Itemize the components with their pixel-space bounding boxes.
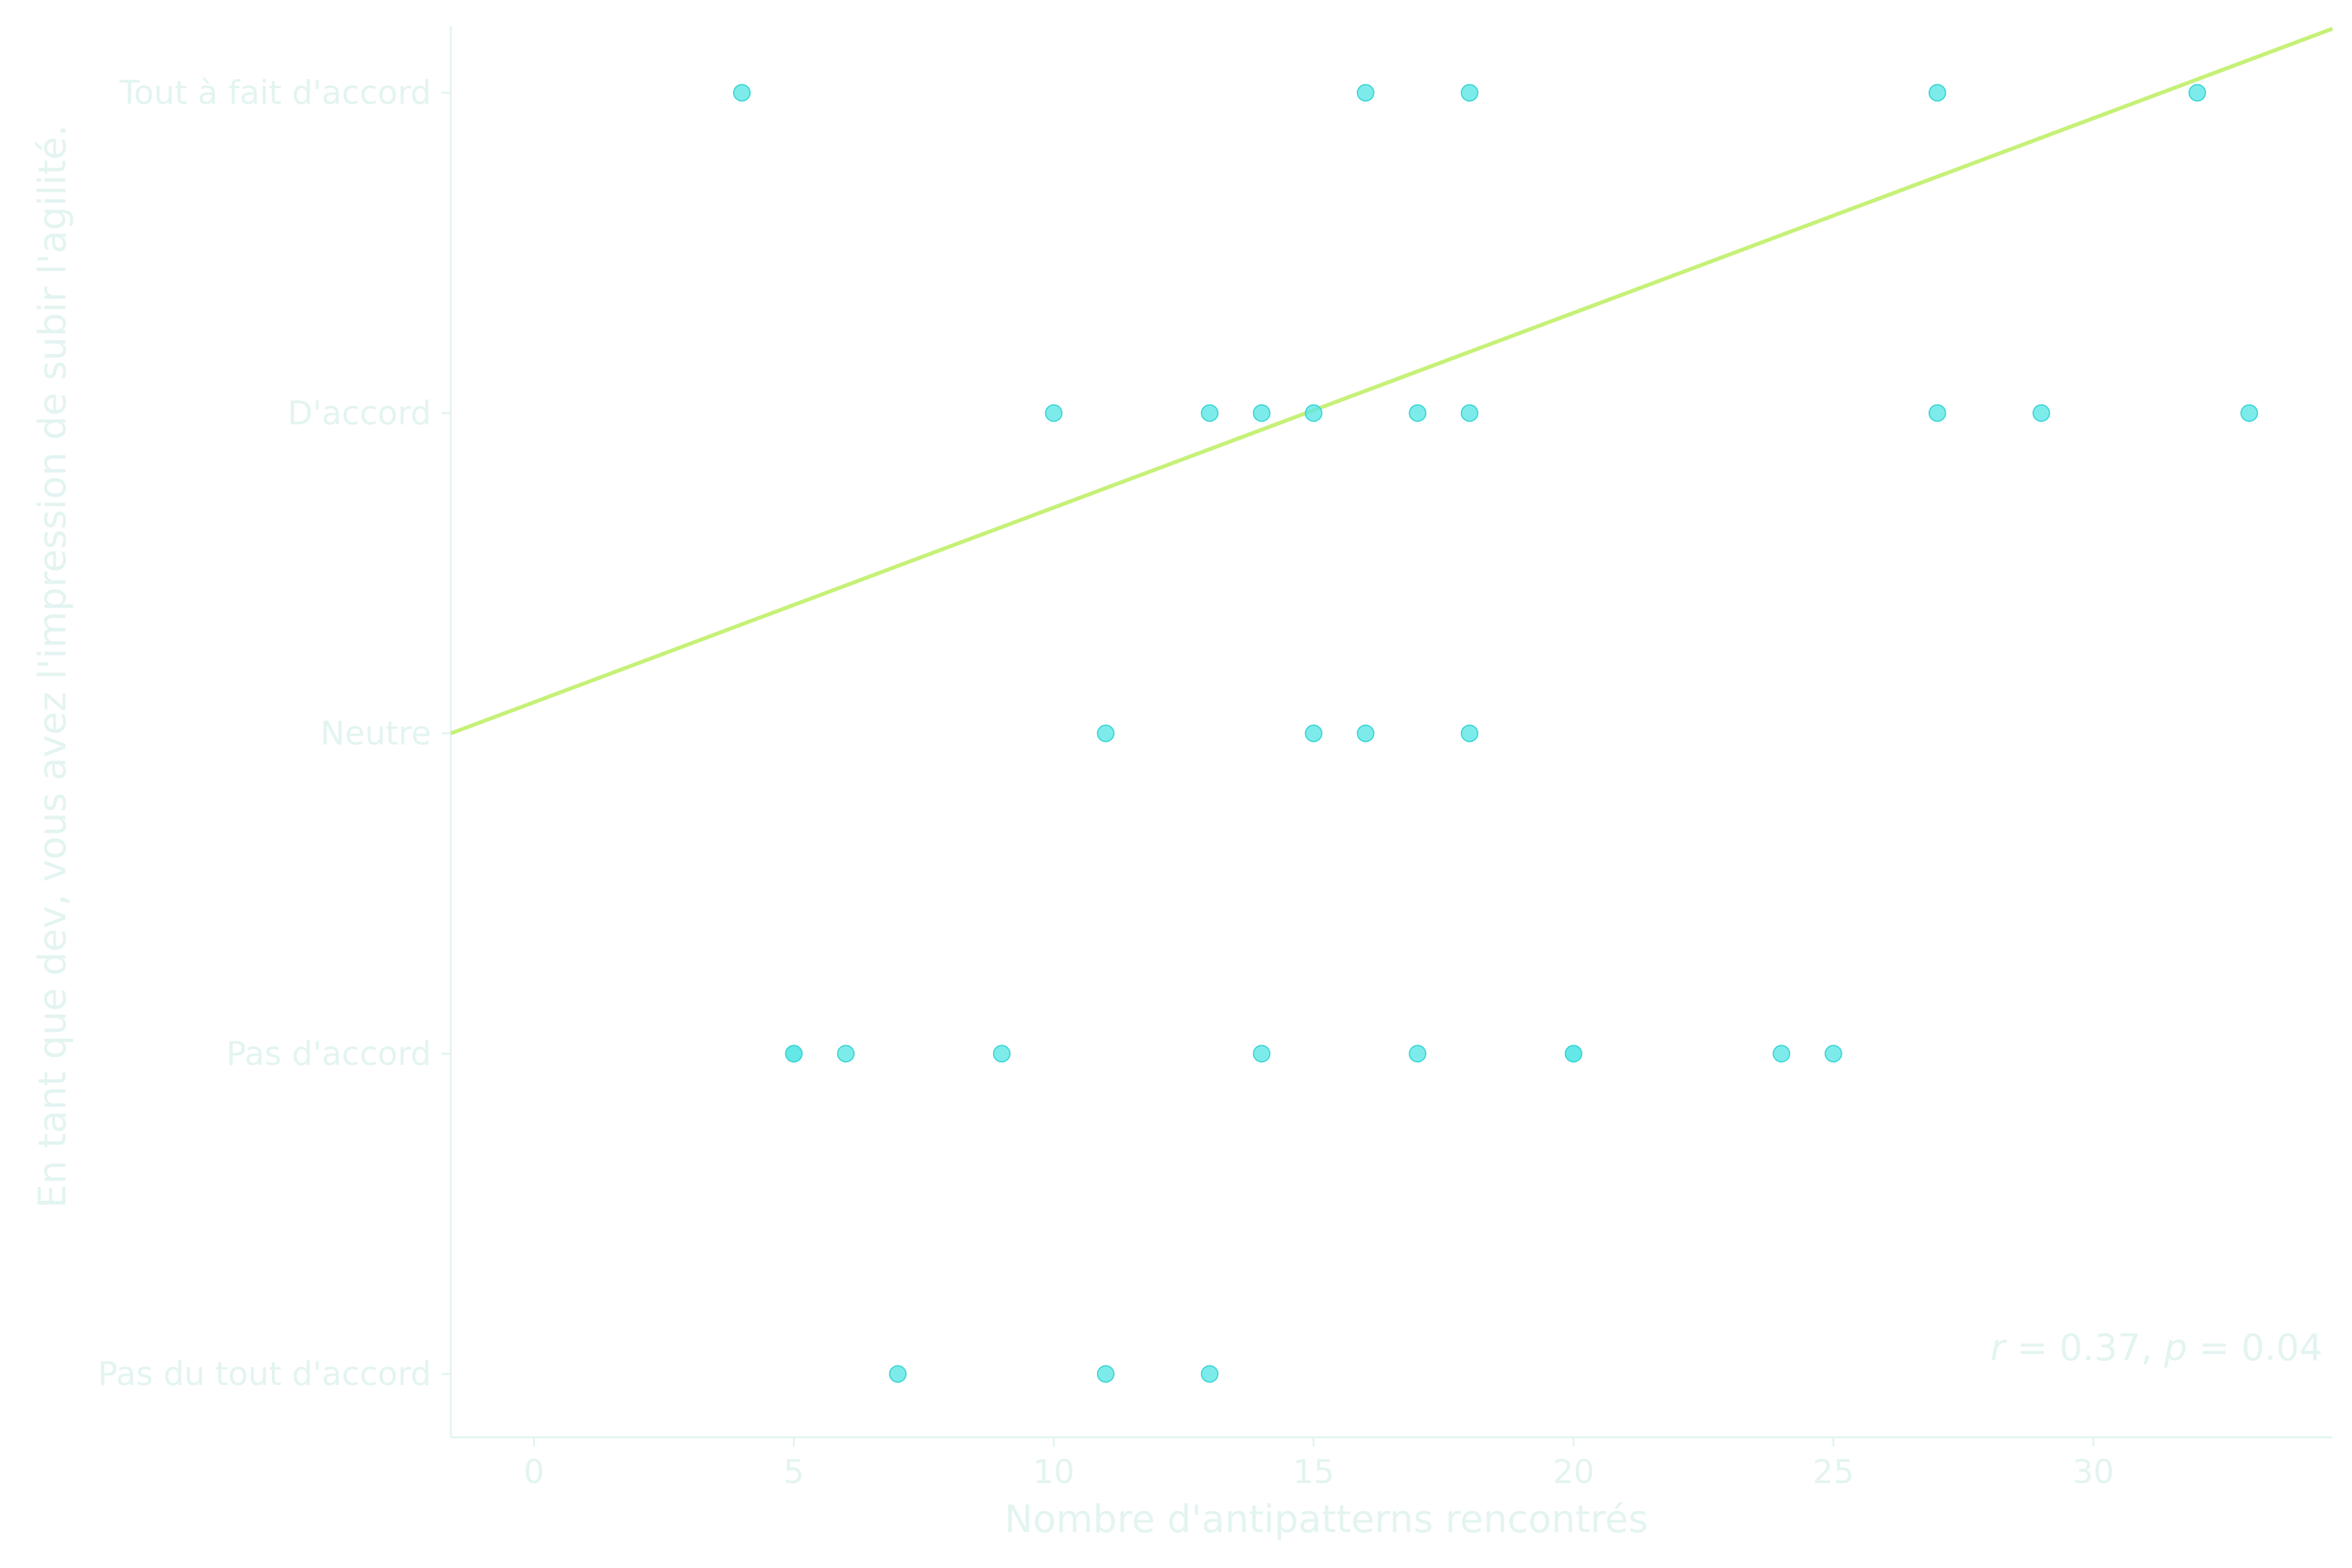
x-tick-label: 5 xyxy=(783,1453,804,1491)
data-point xyxy=(2032,404,2050,422)
p-equals: = xyxy=(2187,1327,2242,1369)
data-point xyxy=(1096,725,1115,742)
y-tick-label: Pas d'accord xyxy=(226,1035,431,1073)
data-point xyxy=(889,1365,907,1383)
r-value: 0.37 xyxy=(2059,1327,2141,1369)
data-point xyxy=(2240,404,2259,422)
correlation-annotation: r = 0.37, p = 0.04 xyxy=(1990,1327,2323,1369)
data-point xyxy=(992,1045,1011,1063)
regression-line-group xyxy=(449,27,2334,736)
data-point xyxy=(1460,84,1478,102)
data-point xyxy=(1305,404,1323,422)
separator: , xyxy=(2141,1327,2164,1369)
data-point xyxy=(2188,84,2206,102)
data-point xyxy=(1824,1045,1842,1063)
data-point xyxy=(1201,404,1219,422)
y-tick-label: Tout à fait d'accord xyxy=(119,74,431,112)
regression-line xyxy=(449,27,2334,736)
data-point xyxy=(733,84,751,102)
y-tick-label: D'accord xyxy=(287,394,431,432)
data-point xyxy=(1252,1045,1271,1063)
x-axis-title: Nombre d'antipatterns rencontrés xyxy=(1005,1497,1648,1541)
data-point xyxy=(837,1045,855,1063)
axes: 0 5 10 15 20 25 30 Pas du tout d'accord Pas d'ac… xyxy=(98,26,2332,1491)
y-tick-label: Neutre xyxy=(320,715,431,753)
data-point xyxy=(1409,1045,1427,1063)
data-point xyxy=(1460,725,1478,742)
x-tick-label: 30 xyxy=(2072,1453,2114,1491)
axis-labels: Nombre d'antipatterns rencontrés En tant … xyxy=(30,125,1648,1541)
data-points xyxy=(733,84,2259,1383)
y-axis-title: En tant que dev, vous avez l'impression … xyxy=(30,125,74,1209)
data-point xyxy=(1045,404,1063,422)
data-point xyxy=(785,1045,803,1063)
y-tick-label: Pas du tout d'accord xyxy=(98,1355,431,1393)
r-equals: = xyxy=(2005,1327,2059,1369)
data-point xyxy=(1409,404,1427,422)
data-point xyxy=(1096,1365,1115,1383)
data-point xyxy=(1928,404,1946,422)
r-symbol: r xyxy=(1990,1327,2007,1369)
x-tick-label: 25 xyxy=(1812,1453,1854,1491)
p-value: 0.04 xyxy=(2241,1327,2323,1369)
data-point xyxy=(1201,1365,1219,1383)
x-tick-label: 15 xyxy=(1293,1453,1335,1491)
x-tick-label: 0 xyxy=(523,1453,544,1491)
data-point xyxy=(1305,725,1323,742)
data-point xyxy=(1564,1045,1582,1063)
data-point xyxy=(1252,404,1271,422)
data-point xyxy=(1928,84,1946,102)
data-point xyxy=(1772,1045,1791,1063)
x-tick-label: 10 xyxy=(1033,1453,1075,1491)
data-point xyxy=(1460,404,1478,422)
data-point xyxy=(1356,84,1375,102)
p-symbol: p xyxy=(2163,1327,2187,1369)
x-tick-label: 20 xyxy=(1553,1453,1595,1491)
data-point xyxy=(1356,725,1375,742)
